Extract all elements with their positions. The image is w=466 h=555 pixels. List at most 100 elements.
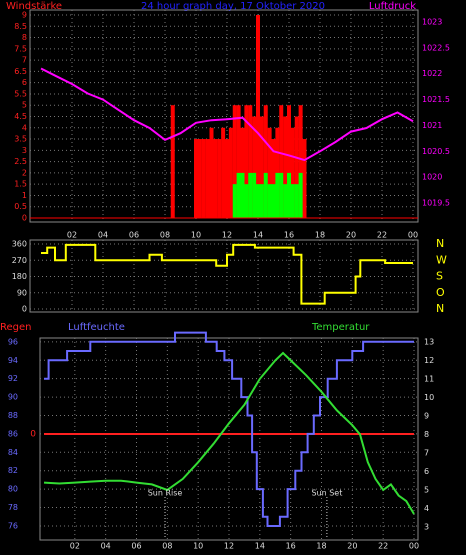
y-tick-label: 5 [22, 101, 27, 110]
x-tick-label: 22 [378, 542, 388, 551]
y2-tick-label: 7 [424, 448, 429, 457]
x-tick-label: 22 [377, 231, 387, 240]
x-tick-label: 12 [222, 231, 232, 240]
y-tick-label: 7.5 [14, 44, 27, 53]
x-tick-label: 16 [284, 231, 294, 240]
y-tick-label: 92 [8, 374, 18, 383]
y2-tick-label: 13 [424, 337, 434, 346]
wind-bar [302, 139, 307, 218]
x-tick-label: 04 [98, 231, 108, 240]
wind-bar [232, 184, 237, 218]
y2-tick-label: S [436, 270, 443, 283]
wind-bar [287, 105, 291, 218]
wind-bar [294, 184, 299, 218]
y-tick-label: 4.5 [14, 112, 27, 121]
annotation-label: Sun Set [311, 489, 342, 498]
x-tick-label: 08 [162, 542, 172, 551]
wind-bar [283, 184, 288, 218]
x-tick-label: 06 [129, 231, 139, 240]
y2-tick-label: 1019.5 [422, 199, 450, 208]
x-tick-label: 00 [408, 231, 418, 240]
wind-bar [244, 105, 249, 218]
wind-bar [170, 105, 175, 218]
wind-bar [197, 139, 202, 218]
wind-bar [290, 184, 295, 218]
x-tick-label: 10 [191, 231, 201, 240]
series-line [43, 351, 415, 515]
y-tick-label: 3 [22, 146, 27, 155]
wind-bar [252, 172, 257, 218]
y2-tick-label: N [436, 302, 444, 315]
y-tick-label: 96 [8, 337, 18, 346]
wind-bar [256, 15, 260, 218]
y-tick-label: 270 [12, 256, 27, 265]
x-tick-label: 14 [253, 231, 263, 240]
y2-tick-label: 8 [424, 430, 429, 439]
wind-bar [271, 139, 276, 218]
y-tick-label: 6.5 [14, 67, 27, 76]
y-tick-label: 8 [22, 33, 27, 42]
y-tick-label: 180 [12, 272, 27, 281]
wind-bar [232, 105, 237, 218]
y2-tick-label: W [436, 253, 447, 266]
y-tick-label: 80 [8, 485, 18, 494]
wind-bar [259, 116, 264, 218]
y-tick-label: 6 [22, 78, 27, 87]
pressure-axis-title: Luftdruck [369, 1, 416, 12]
y-tick-label: 88 [8, 411, 18, 420]
wind-bar [279, 105, 284, 218]
y-tick-label: 84 [8, 448, 18, 457]
x-tick-label: 16 [286, 542, 296, 551]
wind-bar [236, 105, 241, 218]
y-tick-label: 76 [8, 521, 18, 530]
y2-tick-label: 10 [424, 393, 434, 402]
wind-bar [267, 184, 272, 218]
wind-bar [263, 105, 268, 218]
rain-axis-title: Regen [0, 322, 32, 333]
x-tick-label: 20 [347, 542, 357, 551]
y-tick-label: 82 [8, 466, 18, 475]
y-tick-label: 7 [22, 56, 27, 65]
y2-tick-label: N [436, 237, 444, 250]
y2-tick-label: 1023 [422, 17, 442, 26]
series-line [41, 243, 413, 305]
y2-tick-label: 1022.5 [422, 43, 450, 52]
y-tick-label: 94 [8, 356, 18, 365]
y2-tick-label: 1022 [422, 69, 442, 78]
x-tick-label: 18 [315, 231, 325, 240]
y-tick-label: 1 [22, 191, 27, 200]
wind-bar [217, 139, 222, 218]
wind-bar [283, 116, 288, 218]
wind-bar [213, 139, 218, 218]
wind-bar [236, 172, 241, 218]
y3-tick-label: 0 [30, 430, 36, 440]
y-tick-label: 0 [22, 305, 27, 314]
y-tick-label: 90 [8, 393, 18, 402]
y2-tick-label: 3 [424, 523, 429, 532]
y-tick-label: 4 [22, 123, 27, 132]
y-tick-label: 2 [22, 168, 27, 177]
wind-bar [263, 172, 268, 218]
wind-bar [248, 172, 253, 218]
x-tick-label: 00 [409, 542, 419, 551]
y-tick-label: 2.5 [14, 157, 27, 166]
wind-axis-title: Windstärke [6, 1, 62, 12]
y-tick-label: 90 [17, 288, 27, 297]
wind-bar [248, 105, 253, 218]
x-tick-label: 14 [255, 542, 265, 551]
y-tick-label: 86 [8, 429, 18, 438]
series-line [44, 331, 414, 527]
x-tick-label: 06 [131, 542, 141, 551]
y2-tick-label: 5 [424, 485, 429, 494]
y-tick-label: 0 [22, 214, 27, 223]
x-tick-label: 02 [70, 542, 80, 551]
y-tick-label: 8.5 [14, 22, 27, 31]
wind-bar [298, 105, 303, 218]
y2-tick-label: 4 [424, 504, 429, 513]
x-tick-label: 04 [101, 542, 111, 551]
wind-bar [252, 116, 257, 218]
x-tick-label: 12 [224, 542, 234, 551]
y2-tick-label: O [436, 286, 445, 299]
y-tick-label: 0.5 [14, 202, 27, 211]
